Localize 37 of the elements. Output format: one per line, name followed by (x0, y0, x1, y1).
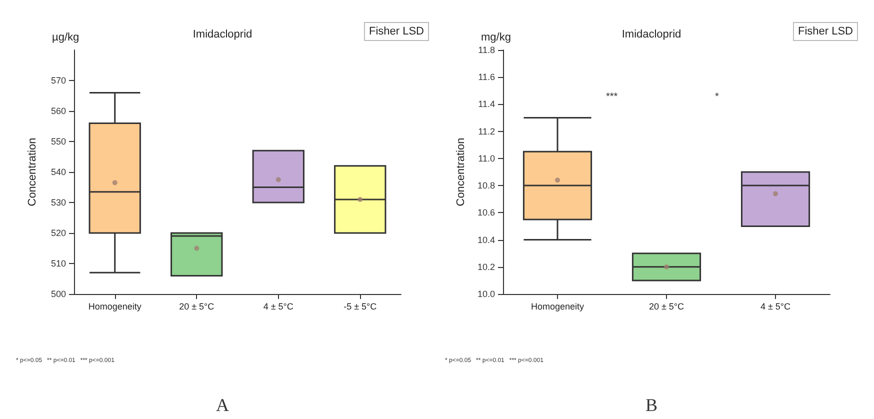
chart-title: Imidacloprid (192, 28, 252, 40)
y-axis-title: Concentration (26, 138, 38, 206)
text: Fisher LSD (798, 26, 854, 38)
chart-title: Imidacloprid (622, 28, 682, 40)
x-tick-label: 4 ± 5°C (760, 302, 792, 312)
y-tick-label: 540 (50, 167, 66, 177)
y-tick-label: 520 (50, 228, 66, 238)
y-tick-label: 10.0 (477, 289, 495, 299)
y-tick-label: 11.6 (478, 72, 495, 82)
x-tick-label: Homogeneity (88, 302, 142, 312)
y-tick-label: 510 (50, 258, 66, 268)
text: Fisher LSD (368, 26, 424, 38)
y-tick-label: 10.4 (477, 234, 495, 245)
y-tick-label: 11.8 (478, 45, 495, 55)
y-axis-title: Concentration (455, 138, 468, 206)
x-tick-label: 4 ± 5°C (263, 302, 294, 312)
y-tick-label: 11.0 (478, 153, 495, 164)
annotation: * (715, 92, 719, 102)
text: A (216, 395, 229, 415)
annotation: *** (606, 92, 618, 102)
text: mg/kg (481, 32, 511, 44)
x-tick-label: -5 ± 5°C (344, 302, 378, 312)
y-tick-label: 570 (50, 76, 66, 86)
x-tick-label: 20 ± 5°C (648, 302, 685, 312)
y-tick-label: 10.2 (477, 262, 495, 272)
y-tick-label: 11.4 (478, 99, 495, 110)
x-tick-label: 20 ± 5°C (179, 302, 215, 312)
text: B (645, 395, 658, 415)
y-tick-label: 500 (50, 289, 66, 299)
text: µg/kg (52, 32, 80, 44)
y-tick-label: 10.8 (477, 180, 495, 191)
x-tick-label: Homogeneity (530, 302, 585, 312)
y-tick-label: 11.2 (478, 126, 495, 136)
y-tick-label: 560 (50, 106, 66, 116)
y-tick-label: 10.6 (477, 208, 495, 218)
y-tick-label: 530 (50, 198, 66, 208)
y-tick-label: 550 (50, 136, 66, 146)
